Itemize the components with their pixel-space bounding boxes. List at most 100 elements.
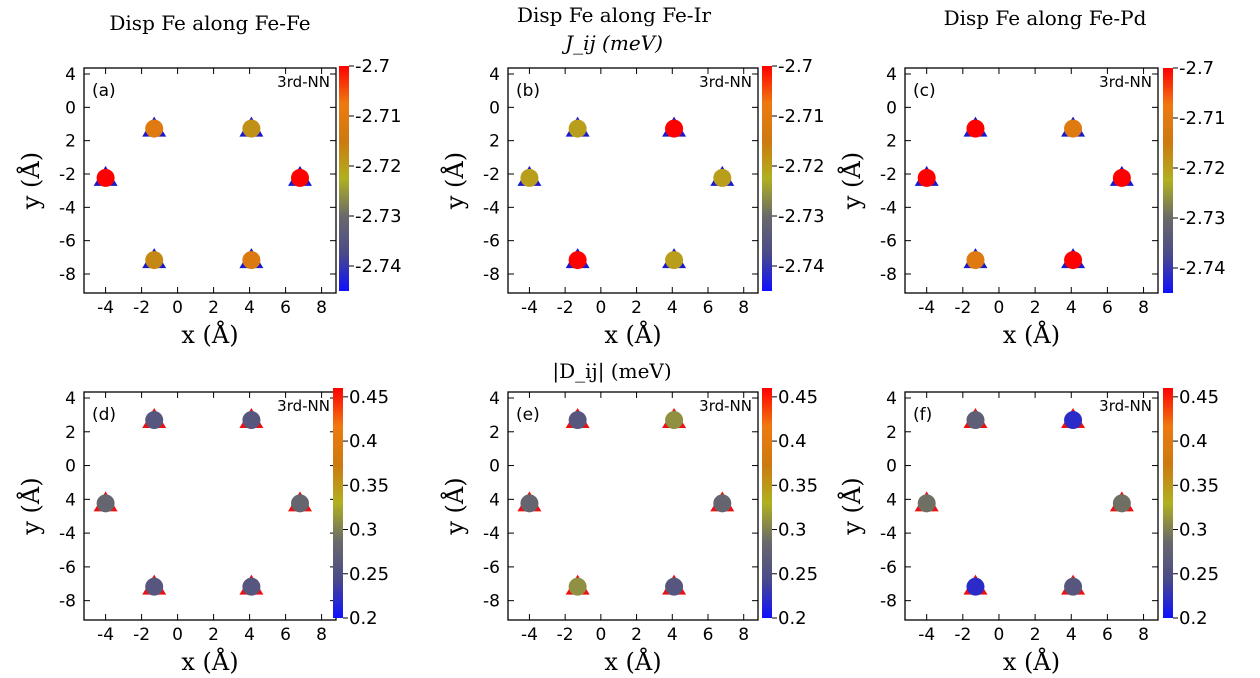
site-value-circle: [568, 577, 587, 596]
colorbar-tick-label: -2.71: [1179, 108, 1226, 129]
colorbar: [762, 66, 772, 291]
colorbar-tick-label: -2.72: [778, 156, 825, 177]
panel-label: (e): [516, 405, 540, 425]
row-title-jij: J_ij (meV): [561, 31, 663, 55]
site-value-circle: [568, 411, 587, 430]
x-axis-label: x (Å): [1003, 647, 1060, 676]
panel-label: (d): [92, 405, 116, 425]
colorbar-tick-label: 0.25: [349, 564, 389, 585]
y-tick-label: -4: [880, 524, 897, 544]
colorbar-tick-label: 0.2: [349, 608, 378, 629]
y-tick-label: 2: [489, 132, 500, 152]
x-tick-label: 4: [667, 625, 678, 645]
y-tick-label: -4: [59, 198, 76, 218]
colorbar-tick-label: 0.35: [349, 475, 389, 496]
x-tick-label: -4: [918, 298, 935, 318]
y-tick-label: -6: [483, 558, 500, 578]
site-value-circle: [966, 251, 985, 270]
site-value-circle: [1112, 168, 1131, 187]
x-tick-label: 6: [703, 625, 714, 645]
y-tick-label: -2: [483, 165, 500, 185]
y-tick-label: 4: [65, 389, 76, 409]
x-axis-label: x (Å): [604, 320, 661, 349]
colorbar-tick-label: 0.4: [778, 431, 807, 452]
colorbar-tick-label: 0.2: [1179, 608, 1208, 629]
site-value-circle: [96, 494, 115, 513]
panel-d: -4 -2 0 2 4 6 8 4 2 0 4 -4 -6 -8 x (Å) y (Å) (d) 3rd-NN 0.…: [16, 387, 389, 676]
site-value-circle: [1064, 411, 1083, 430]
neighbor-shell-label: 3rd-NN: [1099, 397, 1152, 415]
y-tick-label: -8: [59, 592, 76, 612]
x-tick-label: 2: [208, 625, 219, 645]
colorbar-tick-label: -2.7: [778, 56, 813, 77]
y-axis-label: y (Å): [440, 152, 469, 210]
y-tick-label: 0: [886, 457, 897, 477]
neighbor-shell-label: 3rd-NN: [699, 397, 752, 415]
x-tick-label: -4: [918, 625, 935, 645]
x-tick-label: 6: [1102, 298, 1113, 318]
colorbar-tick-label: 0.35: [1179, 475, 1219, 496]
y-tick-label: 0: [489, 98, 500, 118]
site-value-circle: [145, 577, 164, 596]
x-tick-label: -2: [557, 298, 574, 318]
colorbar: [1163, 68, 1173, 293]
y-tick-label: -6: [483, 232, 500, 252]
x-axis-label: x (Å): [1003, 320, 1060, 349]
site-value-circle: [96, 168, 115, 187]
site-value-circle: [568, 251, 587, 270]
y-tick-label: 4: [886, 65, 897, 85]
x-tick-label: 0: [994, 625, 1005, 645]
y-tick-label: 4: [886, 389, 897, 409]
site-value-circle: [145, 411, 164, 430]
x-tick-label: 2: [631, 625, 642, 645]
site-value-circle: [1064, 577, 1083, 596]
colorbar-tick-label: 0.2: [778, 608, 807, 629]
panel-b: -4 -2 0 2 4 6 8 4 0 2 -2 -4 -6 -8 x (Å) y (Å) (b) 3rd-NN -…: [440, 56, 825, 349]
y-tick-label: -4: [483, 524, 500, 544]
y-tick-label: -8: [880, 265, 897, 285]
x-tick-label: -2: [954, 298, 971, 318]
colorbar-tick-label: -2.7: [355, 56, 390, 77]
site-value-circle: [713, 168, 732, 187]
site-value-circle: [291, 168, 309, 187]
x-tick-label: -4: [97, 625, 114, 645]
x-tick-label: -2: [954, 625, 971, 645]
neighbor-shell-label: 3rd-NN: [277, 73, 330, 91]
row-title-dij: |D_ij| (meV): [552, 359, 671, 384]
site-value-circle: [520, 494, 539, 513]
site-value-circle: [966, 577, 985, 596]
y-tick-label: 4: [489, 490, 500, 510]
x-tick-label: 2: [208, 298, 219, 318]
colorbar-tick-label: 0.4: [1179, 431, 1208, 452]
colorbar-tick-label: -2.71: [355, 106, 402, 127]
colorbar-tick-label: -2.7: [1179, 58, 1214, 79]
colorbar-tick-label: 0.45: [1179, 387, 1219, 408]
y-tick-label: -6: [880, 232, 897, 252]
y-tick-label: 2: [65, 423, 76, 443]
x-tick-label: 0: [994, 298, 1005, 318]
colorbar-tick-label: -2.72: [355, 156, 402, 177]
x-tick-label: -4: [521, 625, 538, 645]
y-tick-label: 0: [886, 98, 897, 118]
plot-frame: [904, 391, 1159, 621]
y-tick-label: 0: [65, 457, 76, 477]
panel-a: -4 -2 0 2 4 6 8 4 0 2 -2 -4 -6 -8 x (Å) y (Å) (a) 3rd-NN -…: [16, 56, 402, 349]
column-title-fe-fe: Disp Fe along Fe-Fe: [109, 11, 310, 35]
x-axis-label: x (Å): [604, 647, 661, 676]
site-value-circle: [242, 411, 261, 430]
y-tick-label: 0: [65, 98, 76, 118]
x-tick-label: -4: [521, 298, 538, 318]
x-tick-label: 0: [172, 625, 183, 645]
colorbar-tick-label: 0.25: [778, 564, 818, 585]
site-value-circle: [242, 577, 261, 596]
x-tick-label: 0: [172, 298, 183, 318]
site-value-circle: [917, 494, 936, 513]
site-value-circle: [665, 577, 684, 596]
colorbar-tick-label: 0.25: [1179, 564, 1219, 585]
y-tick-label: 4: [886, 490, 897, 510]
panel-e: -4 -2 0 2 4 6 8 4 2 0 4 -4 -6 -8 x (Å) y (Å) (e) 3rd-NN 0.…: [440, 387, 818, 676]
site-value-circle: [665, 411, 684, 430]
site-value-circle: [966, 411, 985, 430]
